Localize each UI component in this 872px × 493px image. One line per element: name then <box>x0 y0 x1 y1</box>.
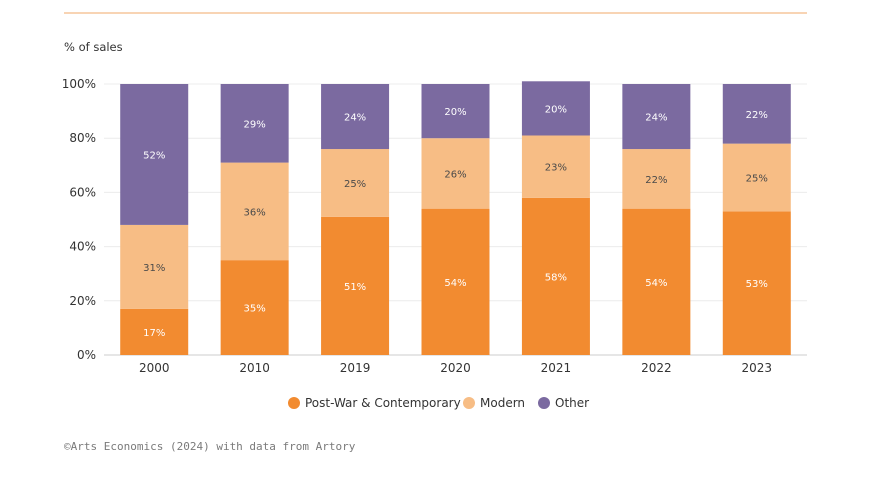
bar-segment <box>421 138 490 209</box>
bar-segment <box>622 208 691 355</box>
bar-segment <box>622 149 691 209</box>
bar-segment <box>622 84 691 150</box>
bar-segment <box>521 135 590 198</box>
bar-segment <box>120 224 189 309</box>
data-label: 24% <box>344 113 366 124</box>
bar-segment <box>321 84 390 150</box>
y-tick-label: 60% <box>69 185 96 199</box>
data-label: 20% <box>444 107 466 118</box>
data-label: 17% <box>143 328 165 339</box>
data-label: 26% <box>444 169 466 180</box>
data-label: 51% <box>344 282 366 293</box>
data-label: 53% <box>746 279 768 290</box>
y-tick-label: 40% <box>69 240 96 254</box>
bar-segment <box>722 84 791 144</box>
x-tick-label: 2010 <box>239 361 270 375</box>
data-label: 23% <box>545 163 567 174</box>
bar-segment <box>722 211 791 355</box>
bar-segment <box>521 81 590 136</box>
bar-segment <box>722 143 791 212</box>
data-label: 54% <box>645 278 667 289</box>
data-label: 22% <box>645 175 667 186</box>
bar-segment <box>321 149 390 217</box>
y-tick-label: 0% <box>77 348 96 362</box>
bar-segment <box>421 84 490 139</box>
source-note: ©Arts Economics (2024) with data from Ar… <box>64 440 356 453</box>
data-label: 25% <box>344 179 366 190</box>
y-tick-label: 100% <box>62 77 96 91</box>
x-tick-label: 2023 <box>742 361 773 375</box>
bar-segment <box>120 308 189 355</box>
data-label: 54% <box>444 278 466 289</box>
data-label: 20% <box>545 104 567 115</box>
y-tick-label: 80% <box>69 131 96 145</box>
x-tick-label: 2000 <box>139 361 170 375</box>
bar-segment <box>421 208 490 355</box>
legend-marker <box>288 397 300 409</box>
x-tick-label: 2021 <box>541 361 572 375</box>
legend-marker <box>538 397 550 409</box>
x-tick-label: 2019 <box>340 361 371 375</box>
data-label: 29% <box>244 119 266 130</box>
x-tick-label: 2022 <box>641 361 672 375</box>
data-label: 36% <box>244 207 266 218</box>
bar-segment <box>220 84 289 163</box>
legend-label: Modern <box>480 396 525 410</box>
legend-marker <box>463 397 475 409</box>
bar-segment <box>220 260 289 355</box>
x-tick-label: 2020 <box>440 361 471 375</box>
legend-label: Post-War & Contemporary <box>305 396 461 410</box>
bar-segment <box>321 216 390 355</box>
data-label: 24% <box>645 113 667 124</box>
bar-segment <box>120 84 189 225</box>
y-axis-label: % of sales <box>64 40 123 54</box>
data-label: 22% <box>746 110 768 121</box>
y-tick-label: 20% <box>69 294 96 308</box>
legend-label: Other <box>555 396 589 410</box>
data-label: 31% <box>143 263 165 274</box>
bar-segment <box>521 197 590 355</box>
data-label: 35% <box>244 304 266 315</box>
data-label: 58% <box>545 272 567 283</box>
data-label: 25% <box>746 173 768 184</box>
bar-segment <box>220 162 289 261</box>
data-label: 52% <box>143 150 165 161</box>
